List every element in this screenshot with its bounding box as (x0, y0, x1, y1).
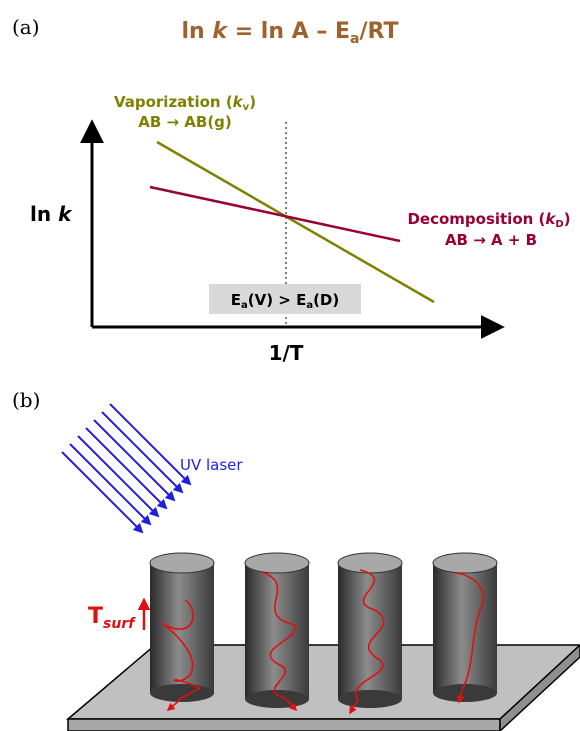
substrate-top (65, 644, 580, 720)
decomposition-label: Decomposition (kD) (407, 210, 570, 230)
ea-comparison-box (209, 284, 361, 314)
nanowire-cylinder (432, 552, 498, 702)
uv-laser-label: UV laser (180, 456, 243, 474)
decomposition-line (149, 185, 401, 243)
nanowire-cylinder (149, 552, 215, 702)
decomposition-reaction: AB → A + B (445, 231, 537, 249)
vaporization-line (156, 140, 435, 304)
molecule-trajectories (161, 569, 484, 715)
vaporization-label: Vaporization (kv) (114, 93, 256, 113)
panel-a-label: (a) (12, 15, 40, 39)
x-axis-label: 1/T (269, 341, 304, 365)
uv-laser-beams (61, 403, 192, 534)
ea-comparison-text: Ea(V) > Ea(D) (231, 291, 340, 311)
panel-b-label: (b) (12, 388, 40, 412)
substrate-side (499, 643, 580, 731)
y-axis-label: ln k (30, 202, 73, 226)
substrate-front (67, 718, 501, 731)
arrhenius-equation: ln k = ln A – Ea/RT (182, 19, 399, 47)
nanowire-cylinder (337, 552, 403, 708)
tsurf-label: Tsurf (88, 604, 136, 632)
vaporization-reaction: AB → AB(g) (138, 113, 232, 131)
